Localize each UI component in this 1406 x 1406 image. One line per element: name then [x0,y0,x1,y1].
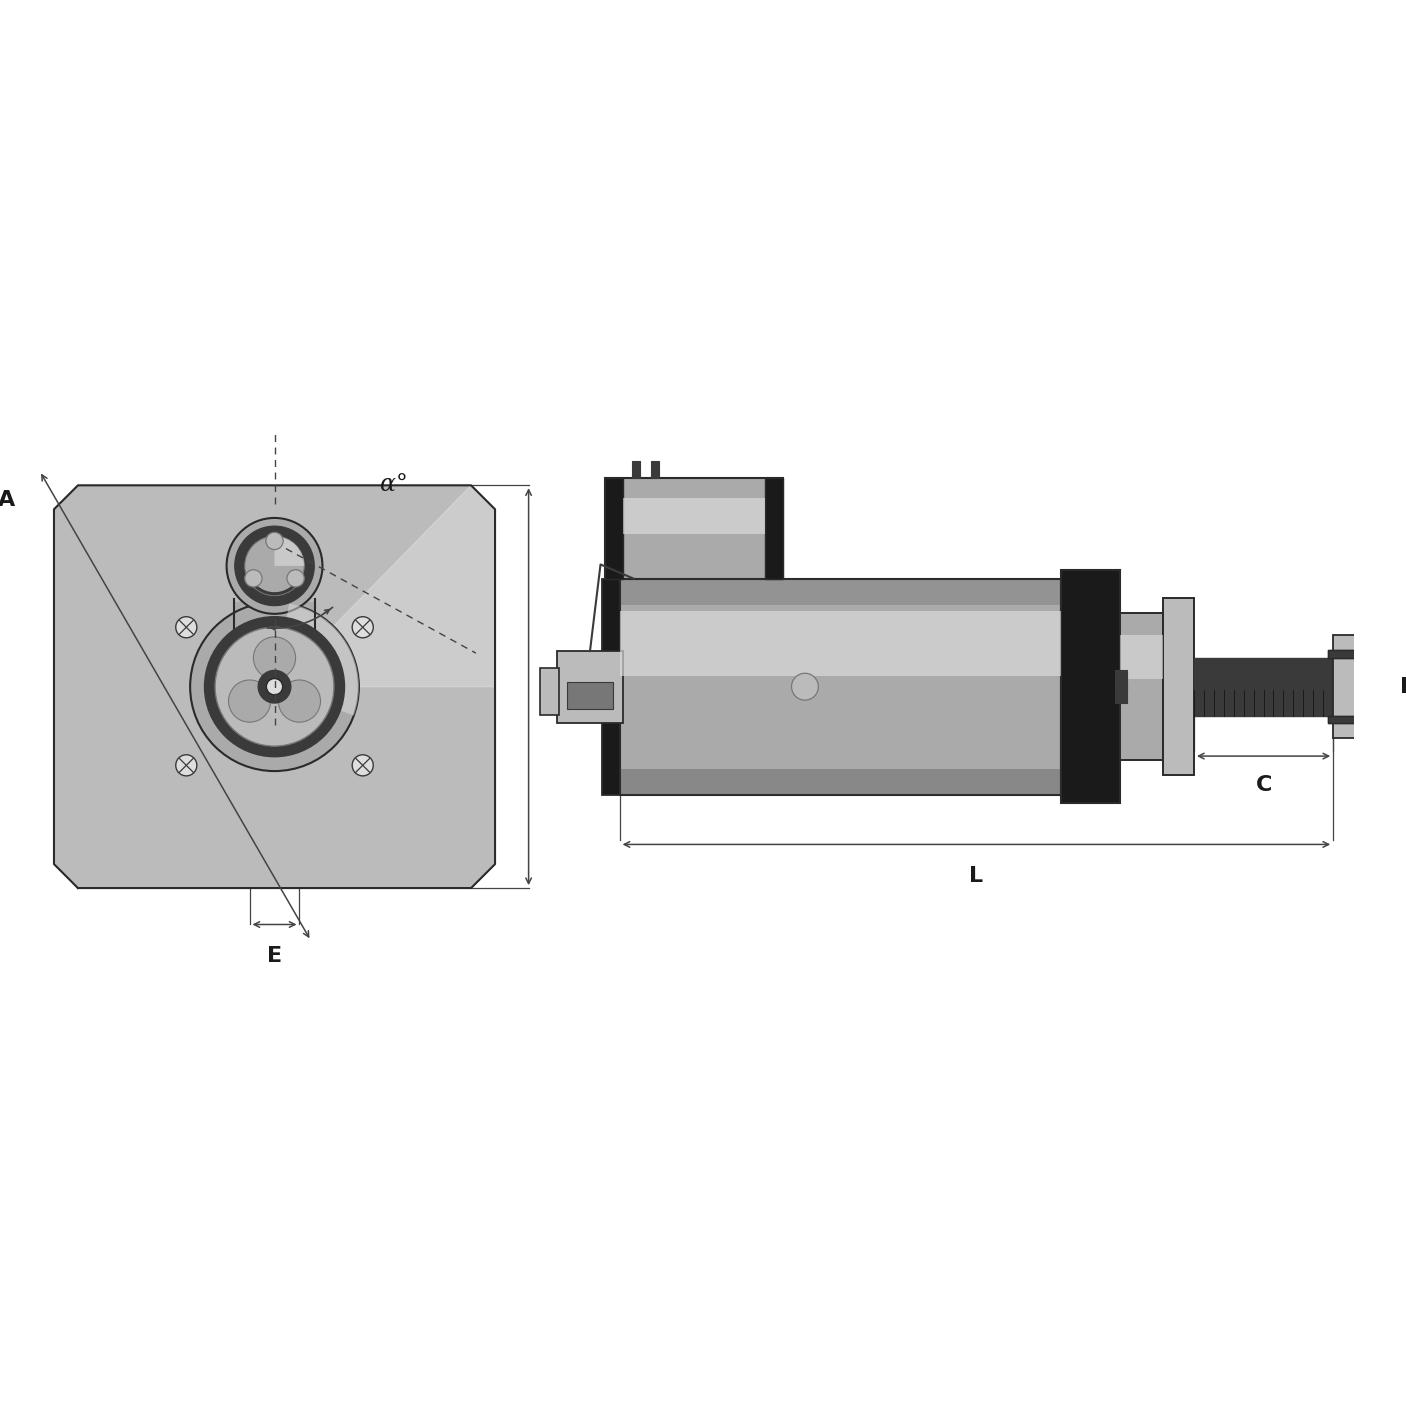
Circle shape [204,617,344,756]
Circle shape [226,517,322,614]
Bar [620,769,1060,794]
Circle shape [266,533,283,550]
Bar [633,461,640,478]
Text: E: E [267,946,283,966]
Circle shape [176,755,197,776]
Polygon shape [1329,716,1376,749]
Bar [620,612,1060,676]
Text: L: L [969,866,983,886]
Bar [606,478,783,579]
Text: D: D [1400,676,1406,697]
Bar [1194,658,1333,716]
Bar [235,602,315,636]
Bar [602,579,623,794]
Circle shape [176,617,197,638]
Polygon shape [274,485,495,686]
Wedge shape [274,603,359,716]
Bar [1115,671,1128,690]
Circle shape [215,627,335,747]
Text: B: B [543,676,560,697]
Circle shape [266,679,283,695]
Bar [620,579,1060,794]
Circle shape [190,602,359,770]
Bar [1121,613,1163,761]
Circle shape [287,569,304,586]
Bar [651,461,659,478]
Circle shape [229,681,271,723]
Wedge shape [274,536,304,565]
Bar [620,579,1060,605]
Circle shape [245,536,304,596]
Circle shape [352,617,373,638]
Polygon shape [1329,624,1376,658]
Bar [606,478,623,579]
Text: α°: α° [380,472,408,496]
Circle shape [253,637,295,679]
Circle shape [245,569,262,586]
Bar [765,478,783,579]
Bar [567,682,613,709]
Circle shape [792,673,818,700]
Bar [1115,683,1128,703]
Circle shape [259,671,291,703]
Text: A: A [0,489,15,510]
Bar [1121,636,1163,679]
Bar [1333,636,1362,738]
Bar [1060,571,1121,803]
Bar [623,498,765,533]
Circle shape [278,681,321,723]
Bar [540,668,560,716]
Bar [1163,598,1194,775]
Circle shape [235,526,315,606]
Text: C: C [1256,775,1272,796]
Bar [557,651,623,723]
Polygon shape [53,485,495,889]
Circle shape [352,755,373,776]
